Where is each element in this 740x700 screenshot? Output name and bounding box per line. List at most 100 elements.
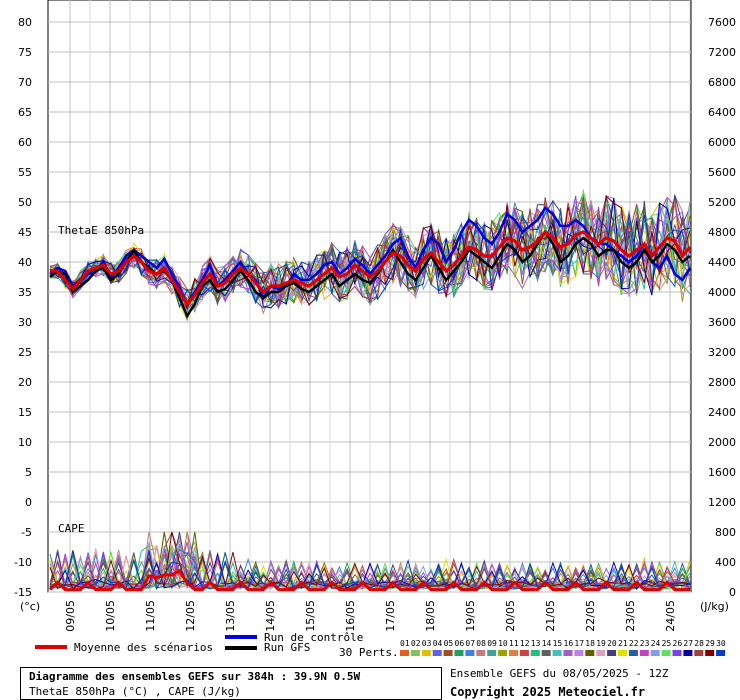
pert-swatch — [596, 650, 606, 656]
pert-id: 12 — [520, 639, 530, 648]
right-tick-label: 7200 — [708, 46, 736, 59]
pert-id: 04 — [433, 639, 443, 648]
pert-id: 30 — [716, 639, 726, 648]
left-tick-label: 0 — [25, 496, 32, 509]
left-tick-label: 50 — [18, 196, 32, 209]
left-tick-label: 20 — [18, 376, 32, 389]
left-tick-label: -10 — [14, 556, 32, 569]
pert-id: 10 — [498, 639, 508, 648]
pert-id: 11 — [509, 639, 519, 648]
pert-swatch — [498, 650, 508, 656]
left-tick-label: 30 — [18, 316, 32, 329]
x-tick-label: 24/05 — [664, 600, 677, 632]
x-tick-label: 13/05 — [224, 600, 237, 632]
x-tick-label: 16/05 — [344, 600, 357, 632]
left-tick-label: 75 — [18, 46, 32, 59]
legend-perts-label: 30 Perts. — [339, 646, 399, 659]
control-line — [49, 206, 692, 307]
pert-id: 08 — [476, 639, 486, 648]
right-tick-label: 4000 — [708, 286, 736, 299]
x-tick-label: 09/05 — [64, 600, 77, 632]
pert-swatch — [628, 650, 638, 656]
pert-swatch — [509, 650, 518, 656]
cape-mean-line — [48, 568, 690, 592]
pert-swatch — [541, 650, 551, 656]
right-axis: 7600720068006400600056005200480044004000… — [708, 16, 736, 599]
pert-id: 22 — [629, 639, 639, 648]
right-tick-label: 2400 — [708, 406, 736, 419]
copyright: Copyright 2025 Meteociel.fr — [450, 685, 646, 699]
pert-id: 07 — [465, 639, 475, 648]
right-tick-label: 5200 — [708, 196, 736, 209]
left-tick-label: 25 — [18, 346, 32, 359]
right-tick-label: 1600 — [708, 466, 736, 479]
pert-swatch — [552, 650, 562, 656]
pert-id: 24 — [651, 639, 661, 648]
main-series — [48, 206, 692, 592]
left-tick-label: 60 — [18, 136, 32, 149]
pert-swatch — [672, 650, 682, 656]
member-cape-line — [49, 545, 691, 590]
left-tick-label: 80 — [18, 16, 32, 29]
pert-swatch — [639, 650, 649, 656]
pert-swatch — [421, 650, 431, 656]
pert-id: 21 — [618, 639, 628, 648]
pert-id: 02 — [411, 639, 421, 648]
pert-id: 13 — [531, 639, 541, 648]
chart-subtitle: ThetaE 850hPa (°C) , CAPE (J/kg) — [29, 685, 241, 698]
pert-swatch — [454, 650, 464, 656]
left-tick-label: 65 — [18, 106, 32, 119]
pert-id: 17 — [574, 639, 584, 648]
left-tick-label: -15 — [14, 586, 32, 599]
right-tick-label: 4800 — [708, 226, 736, 239]
left-axis-unit: (°c) — [20, 600, 40, 613]
x-tick-label: 14/05 — [264, 600, 277, 632]
pert-swatch — [694, 650, 704, 656]
perts-legend: 01 02 03 04 05 06 07 08 09 10 11 12 13 14 15 16 17 18 19 20… — [400, 639, 726, 656]
pert-id: 26 — [673, 639, 683, 648]
pert-swatch — [400, 650, 409, 656]
member-thetae-line — [49, 200, 691, 309]
member-thetae-line — [49, 194, 691, 311]
pert-swatch — [465, 650, 475, 656]
thetae-panel-label: ThetaE 850hPa — [58, 224, 144, 237]
right-tick-label: 6000 — [708, 136, 736, 149]
x-tick-label: 15/05 — [304, 600, 317, 632]
legend-gfs-label: Run GFS — [264, 641, 310, 654]
right-tick-label: 0 — [729, 586, 736, 599]
pert-id: 18 — [585, 639, 595, 648]
pert-swatch — [476, 650, 486, 656]
title-box: Diagramme des ensembles GEFS sur 384h : … — [20, 667, 442, 700]
right-tick-label: 3200 — [708, 346, 736, 359]
x-tick-label: 21/05 — [544, 600, 557, 632]
left-tick-label: 55 — [18, 166, 32, 179]
cape-panel-label: CAPE — [58, 522, 85, 535]
x-axis: 09/05 10/05 11/05 12/05 13/05 14/05 15/05 16/05… — [64, 600, 677, 632]
right-tick-label: 2800 — [708, 376, 736, 389]
right-tick-label: 800 — [715, 526, 736, 539]
right-tick-label: 6400 — [708, 106, 736, 119]
left-tick-label: 15 — [18, 406, 32, 419]
right-tick-label: 400 — [715, 556, 736, 569]
pert-swatch — [607, 650, 617, 656]
pert-id: 25 — [662, 639, 672, 648]
pert-swatch — [574, 650, 584, 656]
pert-id: 19 — [596, 639, 606, 648]
x-tick-label: 23/05 — [624, 600, 637, 632]
pert-swatch — [650, 650, 660, 656]
pert-id: 16 — [564, 639, 574, 648]
right-tick-label: 4400 — [708, 256, 736, 269]
x-tick-label: 18/05 — [424, 600, 437, 632]
right-tick-label: 2000 — [708, 436, 736, 449]
pert-swatch — [705, 650, 715, 656]
left-tick-label: 10 — [18, 436, 32, 449]
right-tick-label: 6800 — [708, 76, 736, 89]
right-tick-label: 5600 — [708, 166, 736, 179]
left-tick-label: 40 — [18, 256, 32, 269]
pert-swatch — [585, 650, 595, 656]
member-thetae-line — [49, 202, 691, 322]
grid — [48, 0, 691, 593]
pert-id: 29 — [705, 639, 715, 648]
